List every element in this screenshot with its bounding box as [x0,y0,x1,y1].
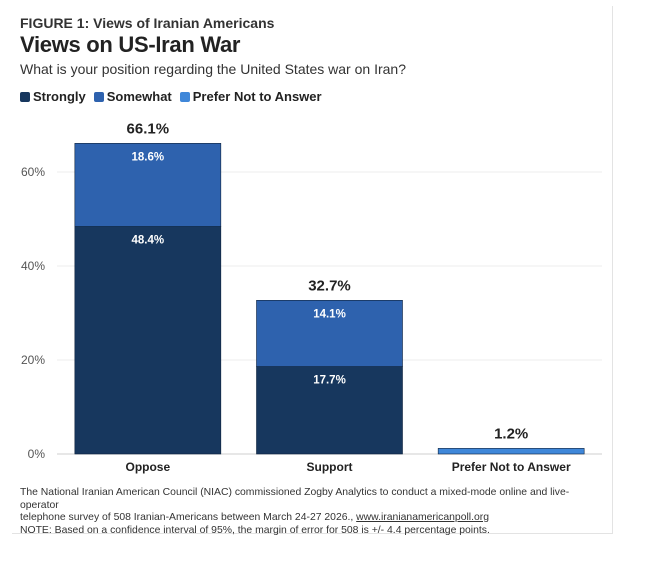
bar-total-label: 1.2% [494,425,528,442]
chart-subtitle: What is your position regarding the Unit… [20,61,406,77]
bar-segment [437,448,585,455]
segment-data-label: 17.7% [313,375,346,387]
footnote: The National Iranian American Council (N… [20,487,605,537]
y-tick-label: 60% [21,165,45,179]
footnote-line-2-text: telephone survey of 508 Iranian-American… [20,512,357,523]
survey-link[interactable]: www.iranianamericanpoll.org [356,512,490,523]
segment-data-label: 18.6% [132,151,165,163]
segment-data-label: 14.1% [313,308,346,320]
x-tick-label: Support [307,460,353,474]
y-tick-label: 0% [28,447,46,461]
y-tick-label: 40% [21,259,45,273]
x-tick-label: Prefer Not to Answer [452,460,571,474]
legend-label-prefer-not: Prefer Not to Answer [192,89,322,104]
legend-label-strongly: Strongly [33,89,86,104]
bar-segment [74,226,222,455]
bar-segment [74,143,222,227]
figure-label: FIGURE 1: Views of Iranian Americans [20,15,275,31]
legend-item-somewhat: Somewhat [93,89,172,104]
legend-swatch-somewhat [93,91,104,102]
bar-chart: 0% 20% 40% 60% 48.4% 18.6% 66.1% Oppose 17.7% 14.… [21,120,602,474]
footnote-line-1: The National Iranian American Council (N… [20,487,570,511]
x-tick-label: Oppose [125,460,170,474]
chart-title: Views on US-Iran War [20,32,241,57]
legend-item-strongly: Strongly [20,89,86,104]
footnote-note: NOTE: Based on a confidence interval of … [20,524,490,536]
legend-item-prefer-not: Prefer Not to Answer [179,89,322,104]
segment-data-label: 48.4% [132,235,165,247]
footnote-line-2: telephone survey of 508 Iranian-American… [20,512,605,525]
bar-segment [256,300,403,367]
legend: Strongly Somewhat Prefer Not to Answer [20,89,322,104]
legend-swatch-strongly [20,91,30,102]
y-tick-label: 20% [21,353,45,367]
legend-swatch-prefer-not [179,91,190,102]
bar-total-label: 32.7% [308,277,351,294]
legend-label-somewhat: Somewhat [106,89,172,104]
chart-card: FIGURE 1: Views of Iranian Americans Vie… [12,6,613,537]
bar-total-label: 66.1% [127,120,170,137]
